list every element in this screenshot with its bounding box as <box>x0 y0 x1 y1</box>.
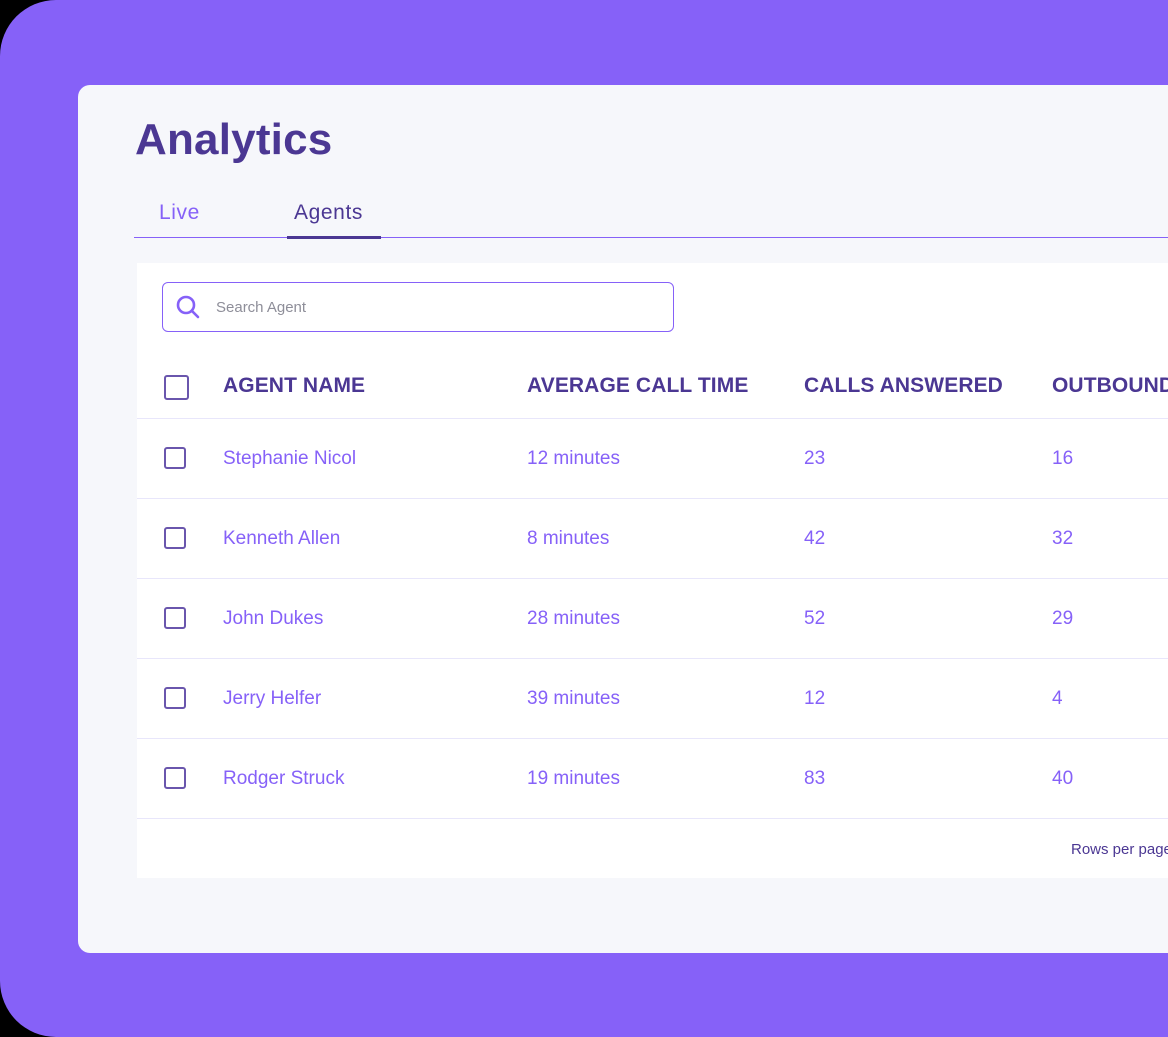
select-all-checkbox[interactable] <box>164 375 189 400</box>
column-header-outbound[interactable]: OUTBOUND <box>1052 373 1168 397</box>
outbound-calls: 29 <box>1052 607 1074 629</box>
active-tab-indicator <box>287 236 381 239</box>
column-header-agent-name[interactable]: AGENT NAME <box>223 373 366 397</box>
column-header-calls-answered[interactable]: CALLS ANSWERED <box>804 373 1003 397</box>
agent-name[interactable]: Stephanie Nicol <box>223 447 357 469</box>
agents-table: AGENT NAME AVERAGE CALL TIME CALLS ANSWE… <box>137 341 1168 819</box>
agent-name[interactable]: Kenneth Allen <box>223 527 341 549</box>
agents-table-panel: AGENT NAME AVERAGE CALL TIME CALLS ANSWE… <box>137 263 1168 878</box>
row-checkbox[interactable] <box>164 767 186 789</box>
table-row[interactable]: Jerry Helfer 39 minutes 12 4 <box>137 659 1168 739</box>
outbound-calls: 32 <box>1052 527 1074 549</box>
table-footer: Rows per page <box>137 821 1168 878</box>
outbound-calls: 4 <box>1052 687 1063 709</box>
row-checkbox[interactable] <box>164 447 186 469</box>
agent-name[interactable]: Rodger Struck <box>223 767 345 789</box>
row-checkbox[interactable] <box>164 687 186 709</box>
outbound-calls: 16 <box>1052 447 1074 469</box>
search-box[interactable] <box>162 282 674 332</box>
average-call-time: 28 minutes <box>527 607 620 629</box>
calls-answered: 23 <box>804 447 826 469</box>
row-checkbox[interactable] <box>164 527 186 549</box>
outbound-calls: 40 <box>1052 767 1074 789</box>
analytics-card: Analytics Live Agents AGENT NAME <box>78 85 1168 953</box>
search-icon <box>174 293 202 321</box>
average-call-time: 8 minutes <box>527 527 610 549</box>
table-row[interactable]: Rodger Struck 19 minutes 83 40 <box>137 739 1168 819</box>
table-row[interactable]: Kenneth Allen 8 minutes 42 32 <box>137 499 1168 579</box>
average-call-time: 12 minutes <box>527 447 620 469</box>
average-call-time: 19 minutes <box>527 767 620 789</box>
calls-answered: 83 <box>804 767 826 789</box>
table-row[interactable]: Stephanie Nicol 12 minutes 23 16 <box>137 419 1168 499</box>
calls-answered: 52 <box>804 607 826 629</box>
rows-per-page-label: Rows per page <box>1071 841 1168 858</box>
calls-answered: 42 <box>804 527 826 549</box>
tab-bar: Live Agents <box>134 197 1168 239</box>
table-header-row: AGENT NAME AVERAGE CALL TIME CALLS ANSWE… <box>137 341 1168 419</box>
tab-live[interactable]: Live <box>159 201 200 224</box>
page-title: Analytics <box>135 115 333 164</box>
average-call-time: 39 minutes <box>527 687 620 709</box>
table-row[interactable]: John Dukes 28 minutes 52 29 <box>137 579 1168 659</box>
row-checkbox[interactable] <box>164 607 186 629</box>
column-header-average-call-time[interactable]: AVERAGE CALL TIME <box>527 373 749 397</box>
calls-answered: 12 <box>804 687 826 709</box>
agent-name[interactable]: John Dukes <box>223 607 324 629</box>
search-input[interactable] <box>214 297 638 317</box>
agent-name[interactable]: Jerry Helfer <box>223 687 322 709</box>
tab-agents[interactable]: Agents <box>294 201 363 224</box>
